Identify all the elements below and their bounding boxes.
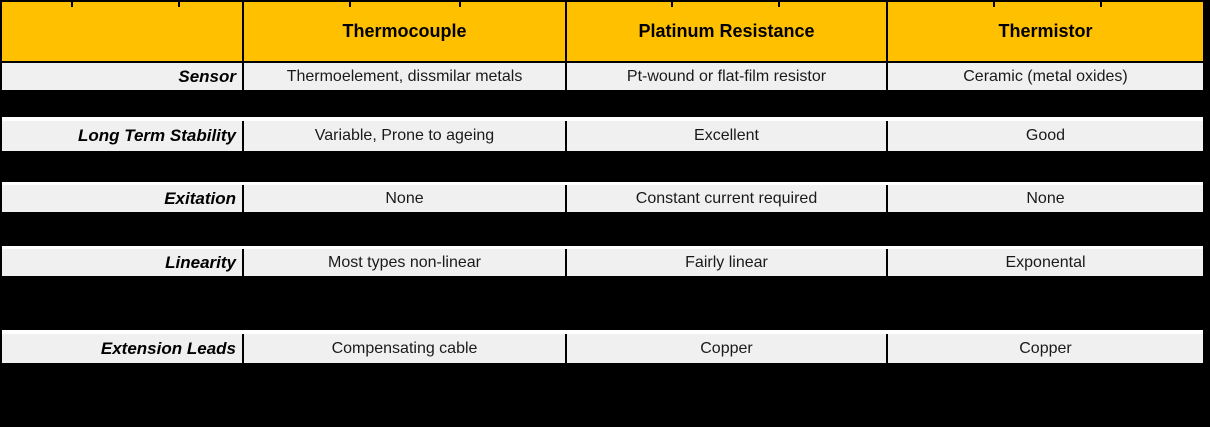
table-row-exitation: Exitation None Constant current required…: [2, 185, 1203, 212]
row-gap-line: [2, 117, 1203, 121]
row-gap-line: [2, 246, 1203, 249]
header-cell-thermocouple: Thermocouple: [244, 2, 565, 61]
cell-leads-platinum: Copper: [567, 334, 886, 363]
header-row: Thermocouple Platinum Resistance Thermis…: [2, 2, 1203, 61]
row-label-sensor: Sensor: [2, 63, 242, 90]
table-row-long-term-stability: Long Term Stability Variable, Prone to a…: [2, 121, 1203, 151]
divider: [2, 61, 1203, 63]
row-gap-line: [2, 330, 1203, 334]
cell-exitation-platinum: Constant current required: [567, 185, 886, 212]
table-row-extension-leads: Extension Leads Compensating cable Coppe…: [2, 334, 1203, 363]
header-cell-thermistor: Thermistor: [888, 2, 1203, 61]
cell-leads-thermocouple: Compensating cable: [244, 334, 565, 363]
hidden-row-band: [2, 90, 1203, 117]
cell-exitation-thermocouple: None: [244, 185, 565, 212]
row-label-extension-leads: Extension Leads: [2, 334, 242, 363]
cell-stability-thermocouple: Variable, Prone to ageing: [244, 121, 565, 151]
cell-leads-thermistor: Copper: [888, 334, 1203, 363]
cell-linearity-thermocouple: Most types non-linear: [244, 249, 565, 276]
row-label-linearity: Linearity: [2, 249, 242, 276]
row-gap-line: [2, 182, 1203, 185]
cell-sensor-thermocouple: Thermoelement, dissmilar metals: [244, 63, 565, 90]
table-row-linearity: Linearity Most types non-linear Fairly l…: [2, 249, 1203, 276]
cell-sensor-platinum: Pt-wound or flat-film resistor: [567, 63, 886, 90]
hidden-row-band: [2, 276, 1203, 330]
cell-stability-platinum: Excellent: [567, 121, 886, 151]
row-label-long-term-stability: Long Term Stability: [2, 121, 242, 151]
header-cell-platinum-resistance: Platinum Resistance: [567, 2, 886, 61]
hidden-row-band: [2, 151, 1203, 182]
table-row-sensor: Sensor Thermoelement, dissmilar metals P…: [2, 63, 1203, 90]
comparison-table: Thermocouple Platinum Resistance Thermis…: [2, 2, 1203, 363]
cell-linearity-thermistor: Exponental: [888, 249, 1203, 276]
hidden-row-band: [2, 212, 1203, 246]
row-label-exitation: Exitation: [2, 185, 242, 212]
header-cell-blank: [2, 2, 242, 61]
cell-stability-thermistor: Good: [888, 121, 1203, 151]
cell-linearity-platinum: Fairly linear: [567, 249, 886, 276]
cell-exitation-thermistor: None: [888, 185, 1203, 212]
cell-sensor-thermistor: Ceramic (metal oxides): [888, 63, 1203, 90]
